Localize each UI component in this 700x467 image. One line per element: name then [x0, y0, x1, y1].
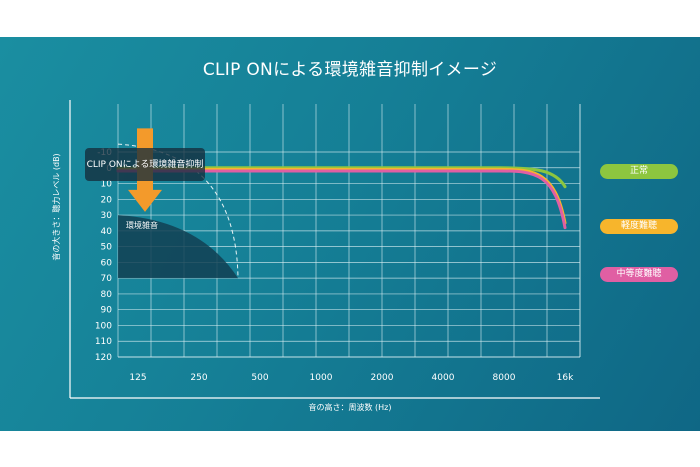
y-tick-label: 20: [101, 195, 113, 205]
x-tick-label: 250: [190, 373, 207, 383]
x-tick-label: 1000: [310, 373, 333, 383]
y-tick-label: 60: [101, 258, 113, 268]
suppression-annotation: CLIP ONによる環境雑音抑制: [85, 148, 205, 181]
y-tick-label: 110: [95, 337, 112, 347]
chart-background: CLIP ONによる環境雑音抑制イメージ -100102030405060708…: [0, 37, 700, 431]
y-axis-label: 音の大きさ：聴力レベル (dB): [51, 153, 61, 261]
y-tick-label: 70: [101, 274, 113, 284]
x-axis-label: 音の高さ：周波数 (Hz): [308, 403, 392, 412]
noise-label: 環境雑音: [126, 221, 158, 230]
y-tick-label: 50: [101, 243, 113, 253]
y-tick-label: 40: [101, 227, 113, 237]
y-tick-label: 30: [101, 211, 113, 221]
x-tick-label: 4000: [432, 373, 455, 383]
suppression-annotation-text: CLIP ONによる環境雑音抑制: [86, 159, 204, 170]
series-lines: [116, 166, 567, 230]
legend-item-mild: 軽度難聴: [600, 219, 678, 234]
noise-region: [117, 143, 239, 279]
x-tick-label: 2000: [371, 373, 394, 383]
series-line-0: [116, 166, 567, 189]
y-tick-label: 80: [101, 290, 113, 300]
legend-item-normal: 正常: [600, 164, 678, 179]
noise-shape: [118, 215, 238, 279]
chart-title: CLIP ONによる環境雑音抑制イメージ: [202, 60, 498, 80]
x-tick-label: 125: [129, 373, 146, 383]
legend-item-moderate: 中等度難聴: [600, 267, 678, 282]
grid: [117, 104, 581, 358]
y-tick-label: 90: [101, 306, 113, 316]
y-tick-label: 100: [95, 321, 112, 331]
y-tick-label: 10: [101, 180, 113, 190]
x-tick-label: 16k: [557, 373, 574, 383]
y-tick-label: 120: [95, 353, 112, 363]
x-tick-label: 8000: [493, 373, 516, 383]
x-tick-label: 500: [251, 373, 268, 383]
series-line-2: [116, 169, 567, 230]
chart-plot: -100102030405060708090100110120125250500…: [69, 100, 600, 399]
axes: [69, 100, 600, 399]
noise-dashed-outline: [117, 143, 239, 279]
